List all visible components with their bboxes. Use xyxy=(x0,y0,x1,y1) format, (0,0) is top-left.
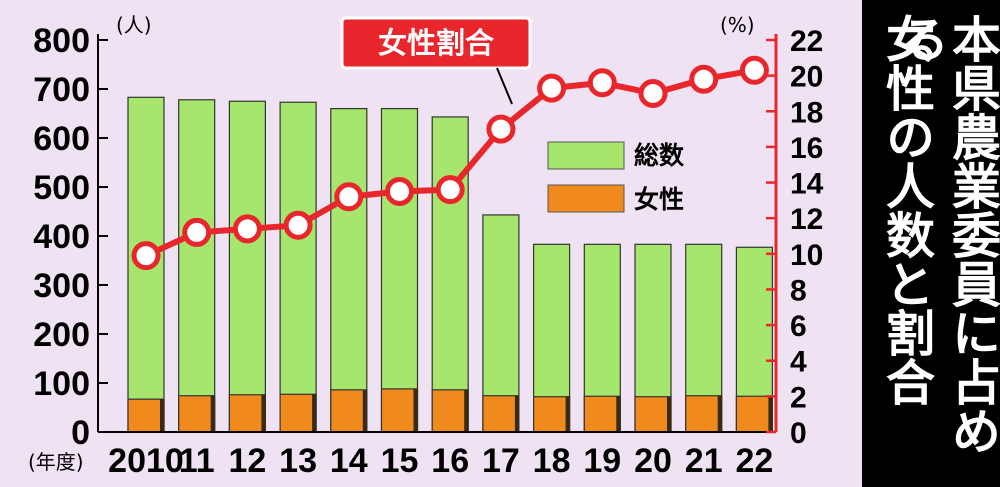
ratio-point-17 xyxy=(486,114,516,144)
bar-women-22 xyxy=(735,395,774,433)
left-tick-label-600: 600 xyxy=(33,120,90,158)
right-tick-label-18: 18 xyxy=(790,96,823,129)
ratio-point-20 xyxy=(638,78,668,108)
ratio-callout-label: 女性割合 xyxy=(378,26,494,60)
left-tick-label-400: 400 xyxy=(33,218,90,256)
legend: 総数 女性 xyxy=(547,141,685,214)
bar-women-shadow-19 xyxy=(616,396,621,432)
bar-women-21 xyxy=(685,395,723,433)
ratio-point-2010 xyxy=(131,241,161,271)
right-tick-label-2: 2 xyxy=(790,381,807,414)
right-tick-label-14: 14 xyxy=(790,168,824,201)
bar-total-14 xyxy=(330,107,368,433)
bar-women-shadow-16 xyxy=(464,389,469,432)
legend-swatch-total xyxy=(547,141,625,170)
x-tick-label-12: 12 xyxy=(228,442,266,480)
women-agri-committee-chart: 0100200300400500600700800024681012141618… xyxy=(28,13,824,480)
bar-women-shadow-12 xyxy=(261,394,266,432)
right-axis-unit: (%) xyxy=(720,13,755,37)
x-tick-label-15: 15 xyxy=(381,442,419,480)
ratio-callout: 女性割合 xyxy=(340,16,532,105)
bar-women-shadow-21 xyxy=(717,395,722,432)
right-tick-label-0: 0 xyxy=(790,417,807,450)
bar-women-shadow-14 xyxy=(362,389,367,432)
ratio-point-18 xyxy=(537,73,567,103)
ratio-point-22 xyxy=(739,55,769,85)
bar-women-14 xyxy=(330,389,368,433)
legend-label-women: 女性 xyxy=(634,185,684,214)
side-title-panel: 本県農業委員に占める 女性の人数と割合 xyxy=(862,0,1000,487)
right-tick-label-12: 12 xyxy=(790,203,823,236)
x-tick-label-18: 18 xyxy=(533,442,571,480)
bar-women-15 xyxy=(380,388,419,433)
bar-women-shadow-17 xyxy=(514,395,519,432)
bar-total-11 xyxy=(178,99,216,433)
ratio-point-16 xyxy=(435,175,465,205)
ratio-point-13 xyxy=(283,210,313,240)
x-tick-label-19: 19 xyxy=(583,442,621,480)
left-tick-label-700: 700 xyxy=(33,71,90,109)
left-tick-label-800: 800 xyxy=(33,22,90,60)
bar-women-20 xyxy=(634,396,672,433)
x-tick-label-21: 21 xyxy=(685,442,723,480)
ratio-point-15 xyxy=(385,176,414,206)
ratio-point-11 xyxy=(182,217,212,247)
ratio-point-12 xyxy=(232,214,262,244)
bar-women-shadow-18 xyxy=(565,396,570,432)
left-tick-label-100: 100 xyxy=(33,365,90,403)
side-title-line1: 本県農業委員に占める xyxy=(892,14,1000,455)
bar-women-11 xyxy=(178,395,216,433)
bar-women-17 xyxy=(482,395,520,433)
bar-total-12 xyxy=(228,100,266,433)
right-tick-label-22: 22 xyxy=(790,25,823,58)
x-tick-label-22: 22 xyxy=(735,442,773,480)
bar-women-shadow-20 xyxy=(667,396,671,432)
bar-women-18 xyxy=(532,396,571,433)
bar-total-15 xyxy=(380,107,419,433)
x-axis-prefix: (年度) xyxy=(28,450,84,474)
x-tick-label-14: 14 xyxy=(330,442,368,480)
x-tick-label-17: 17 xyxy=(482,442,520,480)
left-tick-label-300: 300 xyxy=(33,267,90,305)
right-tick-label-6: 6 xyxy=(790,310,807,343)
right-tick-label-20: 20 xyxy=(790,61,823,94)
x-tick-label-16: 16 xyxy=(431,442,469,480)
bar-total-13 xyxy=(279,101,317,433)
right-tick-label-8: 8 xyxy=(790,274,807,307)
ratio-callout-pointer xyxy=(496,67,513,105)
right-tick-label-4: 4 xyxy=(790,346,807,379)
bar-women-shadow-15 xyxy=(413,388,418,432)
left-axis-unit: (人) xyxy=(116,13,152,37)
bar-women-12 xyxy=(228,394,266,433)
x-tick-label-13: 13 xyxy=(279,442,317,480)
bar-women-shadow-11 xyxy=(210,395,215,432)
bar-women-shadow-22 xyxy=(768,396,773,432)
bar-women-2010 xyxy=(127,398,165,433)
bar-total-16 xyxy=(431,116,469,433)
x-tick-label-11: 11 xyxy=(179,442,215,480)
legend-swatch-women xyxy=(547,184,625,213)
side-title-line2: 女性の人数と割合 xyxy=(878,14,935,406)
bar-women-16 xyxy=(431,389,469,433)
right-tick-label-16: 16 xyxy=(790,132,823,165)
left-tick-label-500: 500 xyxy=(33,169,90,207)
left-tick-label-0: 0 xyxy=(71,414,90,452)
legend-label-total: 総数 xyxy=(634,141,685,170)
ratio-point-21 xyxy=(689,64,719,94)
bar-women-13 xyxy=(279,393,317,433)
ratio-point-19 xyxy=(587,68,617,98)
bar-women-shadow-13 xyxy=(312,394,317,432)
x-tick-label-20: 20 xyxy=(634,442,672,480)
x-tick-label-2010: 2010 xyxy=(108,442,184,480)
bar-women-shadow-2010 xyxy=(160,399,164,432)
ratio-point-14 xyxy=(334,182,364,212)
right-tick-label-10: 10 xyxy=(790,239,823,272)
left-tick-label-200: 200 xyxy=(33,316,90,354)
bar-women-19 xyxy=(583,395,621,433)
